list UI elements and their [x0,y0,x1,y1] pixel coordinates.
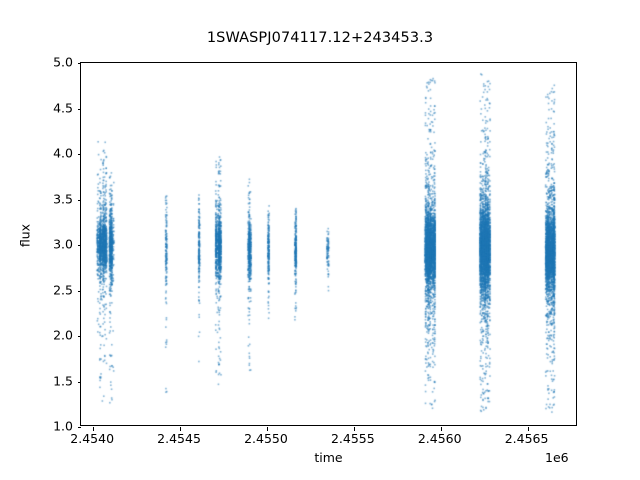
x-axis-tick [266,427,268,431]
x-axis-tick [440,427,442,431]
x-axis-tick-label: 2.4560 [417,431,462,446]
y-axis-tick-label: 4.5 [53,100,73,115]
y-axis-tick [77,154,81,155]
y-axis-tick-label: 3.0 [53,236,73,252]
y-axis-tick [77,108,81,110]
x-axis-tick [93,427,95,431]
plot-axes-frame [77,62,578,431]
x-axis-label: time [314,450,343,465]
y-axis-tick-label: 2.5 [53,282,73,297]
x-axis-tick-label: 2.4555 [330,431,375,446]
y-axis-tick [77,336,81,337]
x-axis-tick-label: 2.4540 [70,431,115,446]
y-axis-tick [77,381,81,383]
y-axis-tick-label: 3.5 [53,191,73,206]
y-axis-tick-label: 5.0 [53,54,73,70]
y-axis-tick [77,245,81,246]
y-axis-tick [77,427,81,428]
x-axis-tick-labels: 2.4540 2.4545 2.4550 2.4555 2.4560 2.4565 [70,426,577,450]
y-axis-tick-labels: 1.0 1.5 2.0 2.5 3.0 3.5 4.0 4.5 5.0 [20,55,73,434]
x-axis-tick-label: 2.4550 [244,431,288,446]
scatter-data-layer [81,63,578,427]
x-axis-tick-label: 2.4545 [157,431,201,446]
x-axis-tick [180,427,182,431]
page-title: 1SWASPJ074117.12+243453.3 [206,30,434,46]
y-axis-tick [77,199,81,201]
y-axis-tick-label: 4.0 [53,145,73,161]
y-axis-tick-label: 1.5 [53,373,73,388]
x-axis-tick [527,427,529,431]
y-axis-tick [77,63,81,64]
y-axis-tick-label: 1.0 [53,418,73,434]
x-axis-offset-label: 1e6 [545,450,569,465]
x-axis-tick-label: 2.4565 [504,431,549,446]
y-axis-tick-label: 2.0 [53,327,73,343]
x-axis-tick [353,427,355,431]
y-axis-tick [77,290,81,292]
